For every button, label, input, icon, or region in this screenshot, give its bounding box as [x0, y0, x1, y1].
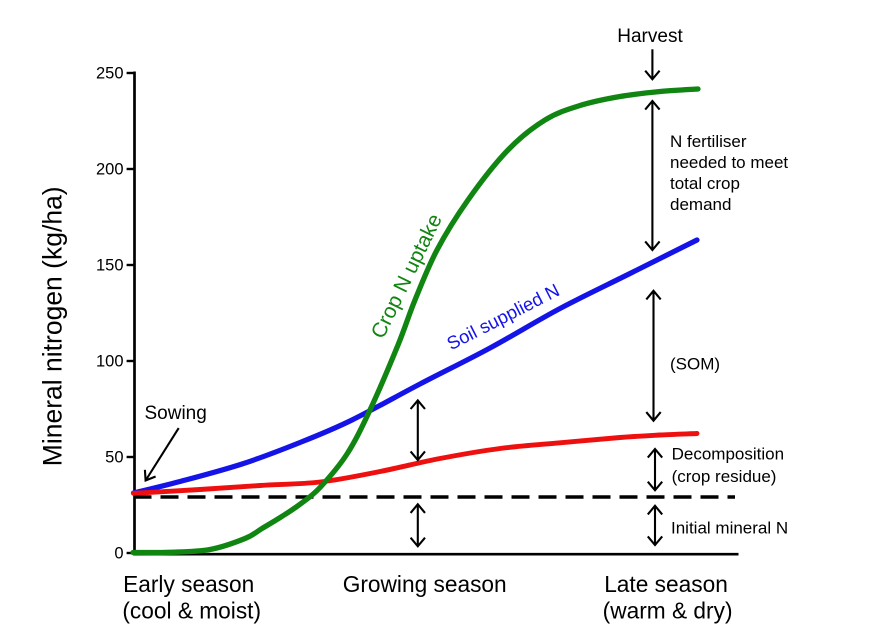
- svg-text:200: 200: [96, 161, 124, 179]
- svg-text:total crop: total crop: [670, 174, 740, 193]
- svg-text:Sowing: Sowing: [145, 403, 207, 424]
- svg-text:(crop residue): (crop residue): [672, 467, 777, 486]
- svg-text:Initial mineral N: Initial mineral N: [671, 519, 788, 538]
- svg-text:100: 100: [96, 353, 124, 371]
- svg-text:50: 50: [105, 449, 123, 467]
- svg-text:150: 150: [96, 257, 124, 275]
- svg-text:Growing season: Growing season: [343, 571, 507, 597]
- svg-text:N fertiliser: N fertiliser: [670, 132, 747, 151]
- svg-text:Early season: Early season: [123, 571, 254, 597]
- svg-text:Harvest: Harvest: [617, 26, 683, 47]
- svg-text:250: 250: [96, 65, 124, 83]
- svg-text:(warm & dry): (warm & dry): [603, 598, 733, 624]
- svg-text:0: 0: [114, 545, 123, 563]
- svg-text:Late season: Late season: [604, 571, 728, 597]
- svg-text:(cool & moist): (cool & moist): [122, 598, 261, 624]
- svg-text:Mineral nitrogen (kg/ha): Mineral nitrogen (kg/ha): [38, 186, 68, 466]
- svg-text:demand: demand: [670, 195, 731, 214]
- svg-text:needed to meet: needed to meet: [670, 153, 788, 172]
- svg-text:(SOM): (SOM): [670, 355, 720, 374]
- svg-text:Decomposition: Decomposition: [672, 445, 784, 464]
